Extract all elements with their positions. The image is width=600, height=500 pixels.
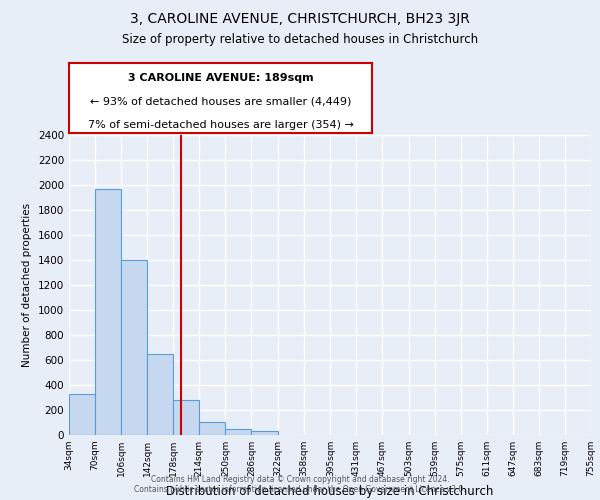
Bar — [147, 354, 173, 435]
Text: 3 CAROLINE AVENUE: 189sqm: 3 CAROLINE AVENUE: 189sqm — [128, 73, 313, 83]
Text: 3, CAROLINE AVENUE, CHRISTCHURCH, BH23 3JR: 3, CAROLINE AVENUE, CHRISTCHURCH, BH23 3… — [130, 12, 470, 26]
Text: Size of property relative to detached houses in Christchurch: Size of property relative to detached ho… — [122, 32, 478, 46]
Bar — [251, 431, 278, 435]
Bar — [199, 422, 226, 435]
X-axis label: Distribution of detached houses by size in Christchurch: Distribution of detached houses by size … — [166, 484, 494, 498]
Text: Contains public sector information licensed under the Open Government Licence v3: Contains public sector information licen… — [134, 485, 466, 494]
Text: ← 93% of detached houses are smaller (4,449): ← 93% of detached houses are smaller (4,… — [90, 96, 351, 106]
Bar — [226, 428, 251, 435]
Bar — [69, 394, 95, 435]
Text: 7% of semi-detached houses are larger (354) →: 7% of semi-detached houses are larger (3… — [88, 120, 353, 130]
Bar — [121, 260, 147, 435]
Y-axis label: Number of detached properties: Number of detached properties — [22, 203, 32, 367]
Text: Contains HM Land Registry data © Crown copyright and database right 2024.: Contains HM Land Registry data © Crown c… — [151, 475, 449, 484]
Bar — [173, 400, 199, 435]
Bar — [95, 188, 121, 435]
